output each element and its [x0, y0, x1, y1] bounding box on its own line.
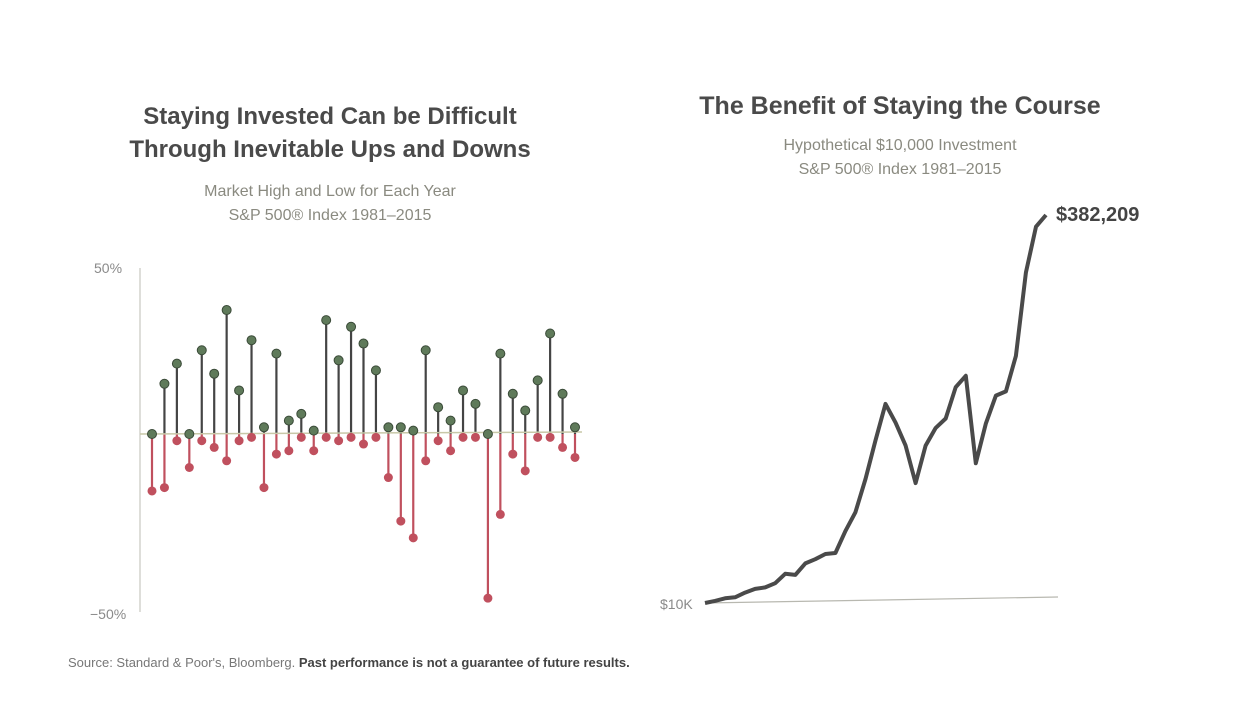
- left-subtitle-line2: S&P 500® Index 1981–2015: [228, 207, 432, 224]
- high-marker-1987: [221, 305, 232, 316]
- high-marker-2005: [445, 415, 456, 426]
- low-marker-2000: [383, 473, 393, 483]
- high-marker-2008: [482, 429, 493, 439]
- high-marker-2003: [420, 345, 431, 356]
- high-marker-2004: [433, 402, 444, 413]
- high-marker-1991: [271, 348, 282, 359]
- left-chart-title: Staying Invested Can be Difficult Throug…: [100, 100, 560, 166]
- low-marker-2004: [433, 436, 443, 446]
- low-marker-1984: [184, 463, 194, 472]
- start-value-label: $10K: [660, 596, 693, 612]
- low-marker-2009: [495, 509, 505, 519]
- low-marker-1987: [222, 456, 232, 466]
- right-chart-title: The Benefit of Staying the Course: [699, 92, 1101, 120]
- zero-baseline: [139, 431, 583, 435]
- high-marker-1998: [358, 338, 369, 349]
- low-marker-1981: [147, 486, 157, 496]
- low-marker-2008: [483, 593, 493, 603]
- right-chart-subtitle: Hypothetical $10,000 Investment S&P 500®…: [700, 134, 1100, 182]
- low-marker-1990: [259, 483, 269, 493]
- low-marker-2010: [508, 449, 518, 459]
- high-marker-1990: [258, 422, 269, 433]
- high-marker-2009: [495, 348, 506, 359]
- low-marker-1998: [359, 439, 368, 449]
- low-marker-1986: [209, 442, 219, 452]
- low-marker-1992: [284, 446, 294, 456]
- low-marker-2007: [470, 432, 480, 442]
- high-marker-1993: [296, 408, 307, 419]
- high-marker-2011: [520, 405, 531, 416]
- high-marker-1999: [370, 365, 381, 376]
- baseline: [704, 596, 1059, 604]
- low-marker-1985: [197, 436, 207, 446]
- low-marker-1988: [234, 436, 244, 446]
- high-marker-1982: [159, 378, 170, 389]
- high-stems: [163, 310, 577, 434]
- right-subtitle-line2: S&P 500® Index 1981–2015: [798, 161, 1002, 178]
- high-marker-1983: [171, 358, 182, 369]
- left-chart-subtitle: Market High and Low for Each Year S&P 50…: [130, 180, 530, 228]
- left-title-line1: Staying Invested Can be Difficult: [143, 103, 517, 130]
- low-marker-1993: [296, 432, 306, 442]
- low-marker-2015: [570, 452, 580, 462]
- low-marker-1991: [271, 449, 281, 459]
- low-marker-1994: [309, 446, 319, 456]
- low-marker-2005: [446, 446, 456, 456]
- disclaimer-text: Past performance is not a guarantee of f…: [298, 655, 630, 670]
- high-marker-1994: [308, 425, 319, 436]
- high-marker-1995: [321, 315, 332, 326]
- high-marker-2014: [557, 388, 568, 399]
- high-marker-2015: [570, 422, 580, 433]
- high-marker-1984: [184, 429, 195, 439]
- high-marker-1997: [346, 321, 357, 332]
- high-marker-1989: [246, 335, 257, 346]
- low-marker-2014: [558, 442, 568, 452]
- left-title-line2: Through Inevitable Ups and Downs: [129, 136, 531, 163]
- high-marker-1996: [333, 355, 344, 366]
- low-marker-1989: [247, 432, 257, 442]
- low-marker-1983: [172, 436, 182, 446]
- high-marker-1988: [234, 385, 245, 396]
- right-subtitle-line1: Hypothetical $10,000 Investment: [783, 137, 1017, 154]
- high-marker-1985: [196, 345, 207, 356]
- low-marker-2012: [533, 432, 543, 442]
- low-marker-1982: [159, 483, 169, 493]
- high-marker-2007: [470, 398, 481, 409]
- low-marker-2011: [520, 466, 530, 476]
- high-marker-2010: [507, 388, 518, 399]
- high-marker-1992: [283, 415, 294, 426]
- low-marker-2006: [458, 432, 468, 442]
- y-tick-bottom: −50%: [90, 606, 127, 622]
- high-marker-2000: [383, 422, 394, 433]
- high-marker-1986: [209, 368, 220, 379]
- low-marker-1996: [334, 436, 344, 446]
- low-marker-2013: [545, 432, 555, 442]
- end-value-label: $382,209: [1056, 204, 1140, 226]
- high-marker-2002: [408, 425, 419, 436]
- high-marker-2006: [458, 385, 469, 396]
- high-marker-1981: [147, 429, 157, 439]
- low-marker-1999: [371, 432, 381, 442]
- source-note: Source: Standard & Poor's, Bloomberg. Pa…: [68, 655, 630, 670]
- high-marker-2013: [545, 328, 556, 339]
- left-subtitle-line1: Market High and Low for Each Year: [204, 183, 456, 200]
- low-marker-1995: [321, 432, 331, 442]
- high-marker-2001: [395, 422, 406, 433]
- y-tick-top: 50%: [94, 260, 123, 276]
- source-text: Source: Standard & Poor's, Bloomberg.: [68, 655, 296, 670]
- stem-markers: [147, 305, 580, 603]
- low-marker-2001: [396, 516, 406, 526]
- growth-line: [704, 213, 1048, 605]
- low-marker-1997: [346, 432, 356, 442]
- low-marker-2003: [421, 456, 431, 466]
- low-marker-2002: [408, 533, 418, 543]
- high-marker-2012: [532, 375, 543, 386]
